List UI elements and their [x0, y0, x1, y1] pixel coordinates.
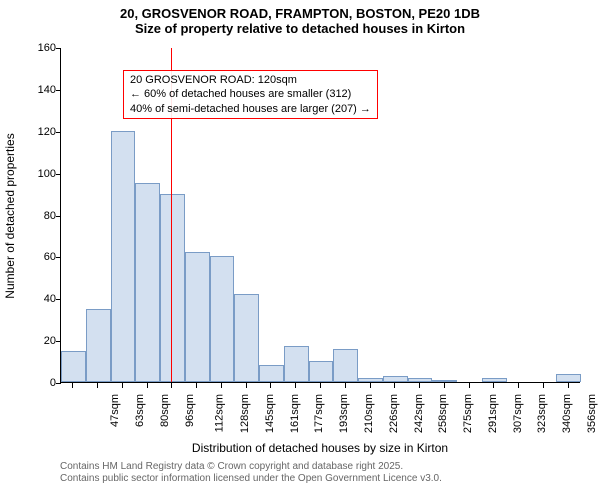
- x-tick-label: 145sqm: [264, 394, 276, 433]
- x-tick-label: 177sqm: [314, 394, 326, 433]
- x-tick-mark: [72, 383, 73, 388]
- histogram-bar: [61, 351, 86, 382]
- y-tick-label: 160: [0, 42, 56, 54]
- x-tick-mark: [221, 383, 222, 388]
- x-tick-label: 128sqm: [239, 394, 251, 433]
- x-tick-mark: [122, 383, 123, 388]
- histogram-bar: [210, 256, 235, 382]
- y-tick-label: 120: [0, 126, 56, 138]
- attribution-line-1: Contains HM Land Registry data © Crown c…: [60, 461, 442, 473]
- histogram-bar: [234, 294, 259, 382]
- chart-container: 20, GROSVENOR ROAD, FRAMPTON, BOSTON, PE…: [0, 0, 600, 500]
- annotation-line-2: ← 60% of detached houses are smaller (31…: [130, 87, 371, 101]
- x-tick-label: 161sqm: [289, 394, 301, 433]
- x-tick-mark: [419, 383, 420, 388]
- y-tick-label: 20: [0, 335, 56, 347]
- histogram-bar: [432, 380, 457, 382]
- histogram-bar: [333, 349, 358, 383]
- x-tick-label: 323sqm: [536, 394, 548, 433]
- histogram-bar: [259, 365, 284, 382]
- x-tick-label: 258sqm: [437, 394, 449, 433]
- x-tick-label: 242sqm: [413, 394, 425, 433]
- x-tick-label: 226sqm: [388, 394, 400, 433]
- annotation-box: 20 GROSVENOR ROAD: 120sqm ← 60% of detac…: [123, 70, 378, 119]
- x-tick-mark: [97, 383, 98, 388]
- histogram-bar: [383, 376, 408, 382]
- x-tick-mark: [196, 383, 197, 388]
- histogram-bar: [86, 309, 111, 382]
- y-tick-mark: [56, 132, 61, 133]
- histogram-bar: [135, 183, 160, 382]
- plot-area: 20 GROSVENOR ROAD: 120sqm ← 60% of detac…: [60, 48, 580, 383]
- y-tick-label: 100: [0, 168, 56, 180]
- x-tick-mark: [568, 383, 569, 388]
- x-tick-label: 193sqm: [338, 394, 350, 433]
- histogram-bar: [160, 194, 185, 382]
- y-tick-mark: [56, 90, 61, 91]
- y-tick-label: 40: [0, 293, 56, 305]
- x-axis-title: Distribution of detached houses by size …: [192, 441, 448, 455]
- x-tick-label: 307sqm: [512, 394, 524, 433]
- x-tick-label: 340sqm: [561, 394, 573, 433]
- x-tick-label: 356sqm: [586, 394, 598, 433]
- y-tick-mark: [56, 48, 61, 49]
- title-line-2: Size of property relative to detached ho…: [0, 21, 600, 36]
- y-axis-labels: 020406080100120140160: [0, 48, 60, 383]
- histogram-bar: [309, 361, 334, 382]
- y-tick-mark: [56, 216, 61, 217]
- y-tick-label: 80: [0, 210, 56, 222]
- x-tick-mark: [147, 383, 148, 388]
- y-tick-label: 140: [0, 84, 56, 96]
- y-tick-mark: [56, 341, 61, 342]
- y-tick-mark: [56, 383, 61, 384]
- x-tick-label: 291sqm: [487, 394, 499, 433]
- histogram-bar: [284, 346, 309, 382]
- y-tick-label: 60: [0, 251, 56, 263]
- y-tick-label: 0: [0, 377, 56, 389]
- x-tick-label: 63sqm: [134, 394, 146, 427]
- x-tick-label: 80sqm: [159, 394, 171, 427]
- x-tick-mark: [518, 383, 519, 388]
- histogram-bar: [408, 378, 433, 382]
- title-block: 20, GROSVENOR ROAD, FRAMPTON, BOSTON, PE…: [0, 0, 600, 36]
- x-tick-mark: [345, 383, 346, 388]
- x-tick-label: 210sqm: [363, 394, 375, 433]
- x-tick-mark: [469, 383, 470, 388]
- y-tick-mark: [56, 257, 61, 258]
- histogram-bar: [482, 378, 507, 382]
- x-tick-mark: [270, 383, 271, 388]
- x-tick-label: 112sqm: [214, 394, 226, 432]
- x-tick-mark: [493, 383, 494, 388]
- annotation-line-1: 20 GROSVENOR ROAD: 120sqm: [130, 73, 371, 87]
- histogram-bar: [111, 131, 136, 382]
- x-tick-label: 275sqm: [462, 394, 474, 433]
- attribution-line-2: Contains public sector information licen…: [60, 473, 442, 485]
- x-tick-label: 47sqm: [109, 394, 121, 427]
- histogram-bar: [358, 378, 383, 382]
- x-tick-mark: [171, 383, 172, 388]
- attribution-text: Contains HM Land Registry data © Crown c…: [60, 461, 442, 485]
- annotation-line-3: 40% of semi-detached houses are larger (…: [130, 102, 371, 116]
- x-tick-mark: [444, 383, 445, 388]
- x-tick-label: 96sqm: [184, 394, 196, 427]
- x-tick-mark: [543, 383, 544, 388]
- y-tick-mark: [56, 174, 61, 175]
- title-line-1: 20, GROSVENOR ROAD, FRAMPTON, BOSTON, PE…: [0, 6, 600, 21]
- histogram-bar: [185, 252, 210, 382]
- x-tick-mark: [370, 383, 371, 388]
- x-tick-mark: [394, 383, 395, 388]
- histogram-bar: [556, 374, 581, 382]
- x-tick-mark: [295, 383, 296, 388]
- y-tick-mark: [56, 299, 61, 300]
- x-tick-mark: [320, 383, 321, 388]
- x-tick-mark: [246, 383, 247, 388]
